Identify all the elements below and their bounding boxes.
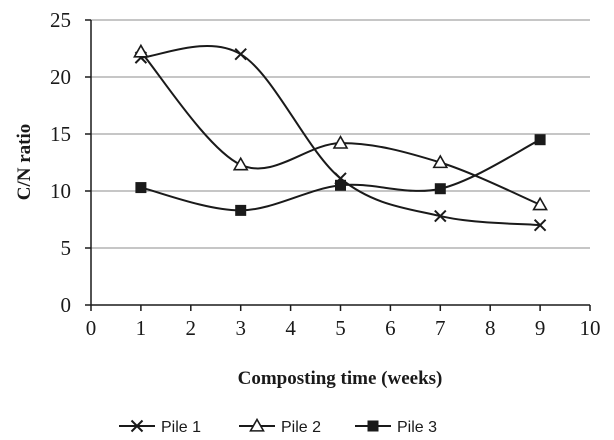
point-pile-3-x5 — [335, 179, 346, 191]
y-tick-labels: 0 5 10 15 20 25 — [50, 8, 71, 317]
point-pile-2-x9 — [532, 196, 548, 211]
legend-item-pile-1[interactable]: Pile 1 — [119, 419, 201, 436]
x-tick-labels: 0 1 2 3 4 5 6 7 8 9 10 — [86, 316, 601, 340]
point-pile-3-x1 — [135, 182, 147, 194]
point-pile-3-x9 — [534, 134, 546, 146]
y-tick-label-10: 10 — [50, 179, 71, 203]
point-pile-1-x3 — [234, 47, 247, 61]
y-tick-label-15: 15 — [50, 122, 71, 146]
y-tick-label-5: 5 — [61, 236, 72, 260]
x-tick-label-3: 3 — [235, 316, 246, 340]
x-tick-label-8: 8 — [485, 316, 496, 340]
legend-label-pile-3: Pile 3 — [397, 419, 437, 436]
series-group — [133, 43, 548, 232]
gridlines — [91, 19, 590, 249]
legend-label-pile-2: Pile 2 — [281, 419, 321, 436]
point-pile-2-x5 — [332, 135, 349, 149]
x-tick-label-4: 4 — [285, 316, 296, 340]
y-tick-label-0: 0 — [61, 293, 72, 317]
y-axis-title: C/N ratio — [14, 124, 35, 201]
series-line-pile-3 — [140, 138, 541, 212]
point-pile-2-x1 — [133, 43, 149, 58]
legend[interactable]: Pile 1 Pile 2 Pile 3 — [119, 417, 437, 436]
point-pile-1-x9 — [533, 218, 547, 232]
point-pile-3-x7 — [434, 183, 446, 195]
axes — [85, 19, 591, 311]
x-tick-label-1: 1 — [136, 316, 147, 340]
x-tick-label-5: 5 — [335, 316, 346, 340]
x-axis-title: Composting time (weeks) — [238, 368, 443, 389]
x-tick-label-6: 6 — [385, 316, 396, 340]
legend-item-pile-3[interactable]: Pile 3 — [355, 419, 437, 436]
point-pile-1-x7 — [434, 209, 447, 223]
legend-item-pile-2[interactable]: Pile 2 — [239, 417, 321, 436]
y-tick-label-25: 25 — [50, 8, 71, 32]
x-tick-label-0: 0 — [86, 316, 97, 340]
point-pile-2-x3 — [232, 156, 249, 171]
x-tick-label-7: 7 — [435, 316, 446, 340]
legend-marker-pile-2 — [249, 417, 265, 432]
legend-marker-pile-1 — [130, 419, 144, 433]
x-tick-label-9: 9 — [535, 316, 546, 340]
legend-label-pile-1: Pile 1 — [161, 419, 201, 436]
point-pile-3-x3 — [235, 204, 247, 216]
legend-marker-pile-3 — [367, 420, 379, 432]
x-tick-label-10: 10 — [580, 316, 601, 340]
x-tick-label-2: 2 — [186, 316, 197, 340]
point-pile-2-x7 — [432, 154, 449, 169]
y-tick-label-20: 20 — [50, 65, 71, 89]
